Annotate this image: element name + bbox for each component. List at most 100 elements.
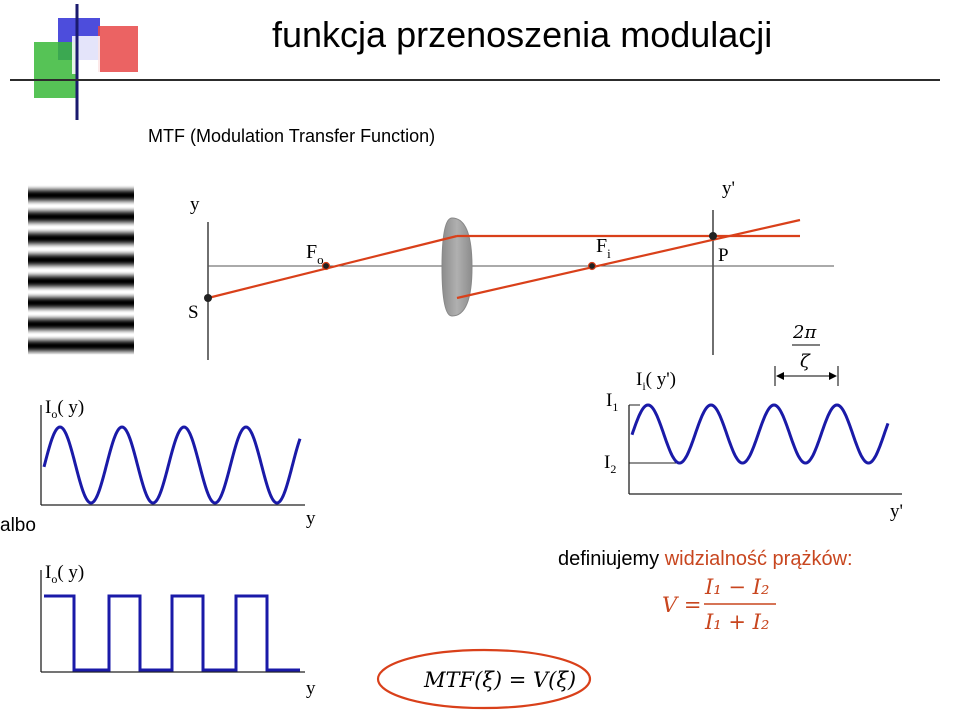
level-high-sub: 1 <box>612 400 618 414</box>
grating-stripe <box>28 269 134 271</box>
grating-stripe <box>28 247 134 249</box>
level-high-main: I <box>606 390 612 411</box>
grating-stripe <box>28 224 134 226</box>
grating-stripe <box>28 337 134 339</box>
grating-stripe <box>28 248 134 250</box>
grating-stripe <box>28 225 134 227</box>
grating-stripe <box>28 309 134 311</box>
grating-stripe <box>28 290 134 292</box>
grating-stripe <box>28 253 134 255</box>
output-ylabel-main: I <box>636 369 642 390</box>
grating-stripe <box>28 204 134 206</box>
grating-stripe <box>28 187 134 189</box>
ray-through-object-focus <box>207 234 458 300</box>
grating-stripe <box>28 351 134 353</box>
level-low-sub: 2 <box>610 462 616 476</box>
grating-stripe <box>28 339 134 341</box>
grating-stripe <box>28 221 134 223</box>
grating-stripe <box>28 328 134 330</box>
grating-stripe <box>28 278 134 280</box>
grating-stripe <box>28 353 134 355</box>
square-ylabel-sub: o <box>51 572 57 586</box>
grating-stripe <box>28 330 134 332</box>
grating-stripe <box>28 302 134 304</box>
formula-lhs: V = <box>662 593 701 617</box>
grating-stripe <box>28 265 134 267</box>
ray-through-image-focus <box>456 218 801 300</box>
grating-stripe <box>28 185 134 187</box>
grating-stripe <box>28 314 134 316</box>
grating-stripe <box>28 344 134 346</box>
level-low-label: I2 <box>604 452 616 476</box>
square-ylabel-arg: ( y) <box>57 562 84 583</box>
grating-stripe <box>28 317 134 319</box>
image-focus-letter: F <box>596 235 607 257</box>
source-label: S <box>188 302 199 323</box>
period-denominator: ζ <box>800 351 811 372</box>
grating-stripe <box>28 205 134 207</box>
grating-stripe <box>28 305 134 307</box>
object-focus-sub: o <box>317 252 324 267</box>
grating-stripe <box>28 271 134 273</box>
grating-stripe <box>28 261 134 263</box>
grating-stripe <box>28 208 134 210</box>
grating-stripe <box>28 289 134 291</box>
grating-stripe <box>28 296 134 298</box>
object-focus-letter: F <box>306 241 317 263</box>
grating-stripe <box>28 230 134 232</box>
grating-stripe <box>28 332 134 334</box>
grating-stripe <box>28 267 134 269</box>
square-plot-ylabel: Io( y) <box>45 562 84 586</box>
grating-stripe <box>28 320 134 322</box>
grating-stripe <box>28 194 134 196</box>
grating-stripe <box>28 217 134 219</box>
grating-stripe <box>28 244 134 246</box>
grating-stripe <box>28 306 134 308</box>
grating-stripe <box>28 203 134 205</box>
grating-stripe <box>28 215 134 217</box>
grating-stripe <box>28 227 134 229</box>
grating-stripe <box>28 250 134 252</box>
grating-stripe <box>28 324 134 326</box>
input-sinusoid <box>42 425 302 505</box>
grating-stripe <box>28 258 134 260</box>
grating-stripe <box>28 322 134 324</box>
grating-stripe <box>28 233 134 235</box>
input-ylabel-main: I <box>45 397 51 418</box>
grating-stripe <box>28 301 134 303</box>
grating-stripe <box>28 266 134 268</box>
grating-stripe <box>28 186 134 188</box>
grating-stripe <box>28 347 134 349</box>
grating-stripe <box>28 200 134 202</box>
object-focus-label: Fo <box>306 241 324 267</box>
definition-text: definiujemy widzialność prążków: <box>558 548 853 571</box>
grating-stripe <box>28 334 134 336</box>
grating-stripe <box>28 350 134 352</box>
grating-stripe <box>28 340 134 342</box>
grating-stripe <box>28 243 134 245</box>
grating-stripe <box>28 198 134 200</box>
grating-stripe <box>28 276 134 278</box>
grating-stripe <box>28 193 134 195</box>
grating-stripe <box>28 212 134 214</box>
grating-stripe <box>28 235 134 237</box>
source-point <box>204 294 212 302</box>
grating-stripe <box>28 263 134 265</box>
grating-stripe <box>28 273 134 275</box>
grating-stripe <box>28 335 134 337</box>
slide-title: funkcja przenoszenia modulacji <box>272 14 773 55</box>
grating-stripe <box>28 310 134 312</box>
grating-stripe <box>28 206 134 208</box>
grating-stripe <box>28 239 134 241</box>
grating-stripe <box>28 189 134 191</box>
grating-stripe <box>28 346 134 348</box>
grating-stripe <box>28 184 134 186</box>
grating-stripe <box>28 270 134 272</box>
logo-square-green <box>34 42 78 98</box>
object-axis-label: y <box>190 194 200 215</box>
grating-stripe <box>28 242 134 244</box>
image-focus-label: Fi <box>596 235 611 261</box>
grating-stripe <box>28 214 134 216</box>
grating-stripe <box>28 341 134 343</box>
grating-stripe <box>28 207 134 209</box>
